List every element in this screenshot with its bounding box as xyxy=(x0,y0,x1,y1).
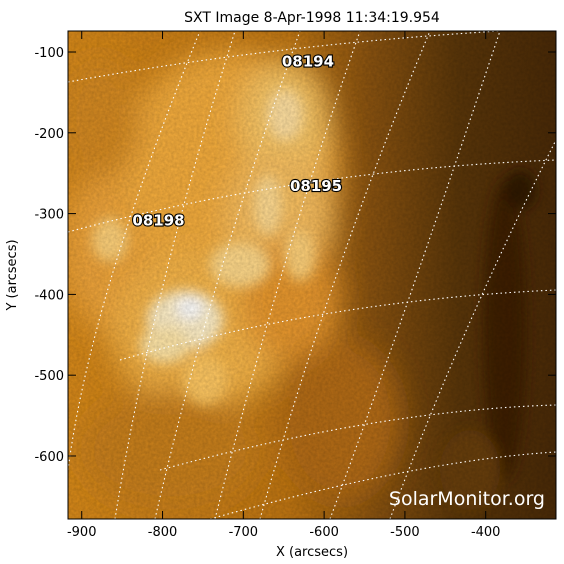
heliographic-grid xyxy=(68,31,556,519)
active-region-label: 08194 xyxy=(282,53,334,71)
x-axis-ticks: -900 -800 -700 -600 -500 -400 xyxy=(67,31,500,540)
y-tick-label: -600 xyxy=(34,450,64,465)
x-tick-label: -400 xyxy=(471,525,501,540)
y-axis-label: Y (arcsecs) xyxy=(5,239,20,311)
y-tick-label: -500 xyxy=(34,369,64,384)
x-tick-label: -700 xyxy=(229,525,259,540)
active-region-label: 08198 xyxy=(132,212,184,230)
y-tick-label: -100 xyxy=(34,46,64,61)
x-tick-label: -500 xyxy=(390,525,420,540)
solar-image xyxy=(68,31,556,519)
figure-title: SXT Image 8-Apr-1998 11:34:19.954 xyxy=(184,10,440,26)
y-tick-label: -200 xyxy=(34,127,64,142)
x-axis-label: X (arcsecs) xyxy=(276,545,348,560)
plot-frame xyxy=(67,30,557,520)
x-tick-label: -600 xyxy=(309,525,339,540)
y-tick-label: -300 xyxy=(34,208,64,223)
active-region-label: 08195 xyxy=(290,177,342,195)
watermark-text: SolarMonitor.org xyxy=(389,488,545,510)
y-tick-label: -400 xyxy=(34,288,64,303)
active-region-labels: 08194 08195 08198 xyxy=(131,51,343,230)
x-tick-label: -800 xyxy=(148,525,178,540)
y-axis-ticks: -100 -200 -300 -400 -500 -600 xyxy=(34,46,556,465)
x-tick-label: -900 xyxy=(67,525,97,540)
